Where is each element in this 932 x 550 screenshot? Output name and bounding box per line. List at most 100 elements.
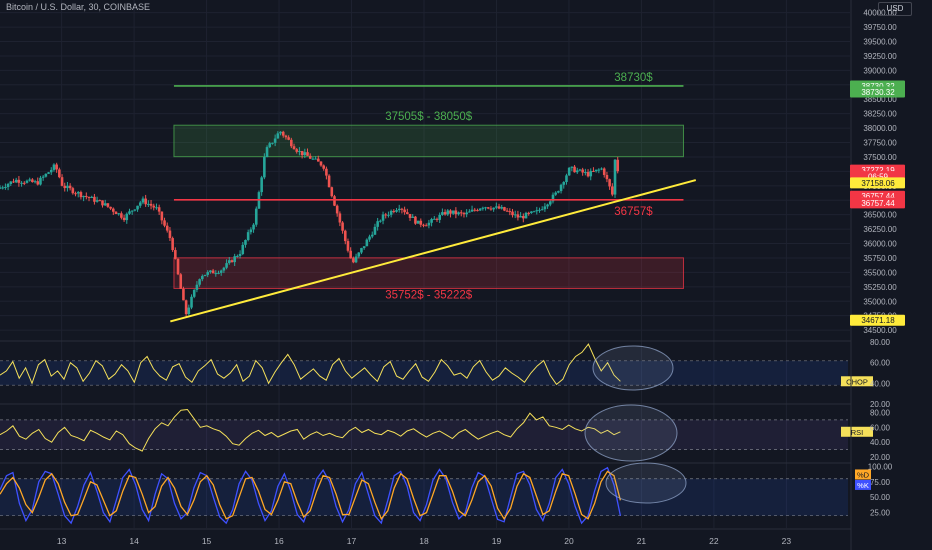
time-tick-label: 17 [347, 536, 357, 546]
candle-body [211, 270, 215, 274]
candle-body [611, 186, 614, 195]
candle-body [214, 273, 218, 275]
candle-body [281, 131, 285, 136]
candle-body [147, 203, 150, 205]
candle-body [373, 226, 377, 235]
candle-body [298, 151, 301, 153]
time-axis[interactable]: 13 14 15 16 17 18 19 20 21 22 23 [0, 528, 851, 546]
candle-body [397, 208, 401, 211]
chart-title: Bitcoin / U.S. Dollar, 30, COINBASE [6, 2, 151, 12]
candle-body [33, 181, 37, 183]
candle-body [492, 207, 495, 210]
candle-body [93, 196, 96, 202]
candle-body [616, 159, 620, 172]
candle-body [300, 151, 304, 156]
candle-body [435, 218, 439, 220]
candle-body [581, 169, 584, 173]
candle-body [171, 238, 174, 251]
level-label: 36757$ [614, 206, 653, 218]
candle-body [406, 212, 409, 214]
trendline[interactable] [170, 179, 697, 323]
candle-body [271, 142, 274, 144]
candle-body [6, 184, 10, 188]
indicator-label-d: %D [857, 470, 870, 479]
candle-body [238, 253, 242, 256]
candle-body [87, 196, 91, 198]
candle-body [295, 149, 299, 152]
price-tick-label: 36250.00 [863, 225, 897, 234]
candle-body [179, 274, 183, 289]
candle-body [508, 211, 512, 213]
zone-label: 37505$ - 38050$ [385, 111, 473, 123]
candle-body [586, 172, 590, 177]
candle-body [481, 207, 485, 209]
candle-body [524, 212, 528, 219]
candle-body [495, 206, 498, 208]
candle-body [98, 200, 102, 202]
candle-body [317, 158, 320, 162]
candle-body [554, 192, 557, 195]
time-tick-label: 18 [419, 536, 429, 546]
candle-body [613, 159, 617, 195]
candle-body [497, 206, 501, 209]
price-tick-label: 40000.00 [863, 9, 897, 18]
osc-tick-label: 60.00 [870, 423, 891, 432]
price-tag-label: 37272.19 [861, 166, 895, 175]
price-tick-label: 34500.00 [863, 326, 897, 335]
candle-body [522, 216, 525, 219]
indicator-tag [841, 426, 873, 437]
candle-body [28, 179, 31, 181]
candle-body [192, 289, 196, 297]
candle-body [314, 158, 317, 160]
candle-body [71, 188, 75, 194]
candle-body [63, 185, 67, 189]
time-tick-label: 20 [564, 536, 574, 546]
osc-tick-label: 40.00 [870, 438, 891, 447]
candle-body [459, 212, 463, 214]
candle-body [244, 240, 247, 245]
candle-body [443, 212, 447, 215]
candle-body [152, 205, 156, 208]
candle-body [236, 255, 239, 257]
candle-body [341, 222, 344, 231]
candle-body [168, 230, 172, 239]
oscillator-line [0, 343, 621, 386]
candle-body [68, 185, 72, 189]
candle-body [85, 195, 88, 197]
price-tick-label: 35750.00 [863, 254, 897, 263]
candle-body [201, 276, 204, 280]
candle-body [249, 229, 253, 233]
candle-body [230, 260, 234, 263]
candle-body [454, 210, 458, 215]
candle-body [217, 272, 220, 274]
candle-body [597, 169, 601, 171]
indicator-label: CHOP [846, 377, 868, 386]
currency-button[interactable]: USD [878, 2, 912, 16]
candle-body [427, 222, 431, 226]
candle-body [227, 260, 231, 264]
candle-body [424, 225, 428, 227]
candle-body [111, 208, 115, 212]
price-tick-label: 39750.00 [863, 23, 897, 32]
price-tick-label: 39000.00 [863, 66, 897, 75]
candle-body [22, 182, 26, 184]
candle-body [4, 187, 7, 189]
candle-body [17, 179, 21, 183]
candle-body [468, 211, 471, 213]
candle-body [133, 209, 137, 211]
candle-body [252, 224, 255, 230]
candle-body [287, 137, 290, 140]
candle-body [160, 211, 164, 221]
candle-body [225, 263, 228, 268]
indicator-tag-k [855, 479, 871, 490]
candle-body [559, 184, 563, 192]
candle-body [354, 256, 358, 263]
indicator-tag-d [855, 469, 871, 480]
candle-body [117, 213, 120, 215]
candle-body [384, 214, 388, 216]
candle-body [273, 138, 277, 143]
candle-body [182, 288, 185, 301]
candle-body [184, 300, 188, 315]
time-tick-label: 13 [57, 536, 67, 546]
